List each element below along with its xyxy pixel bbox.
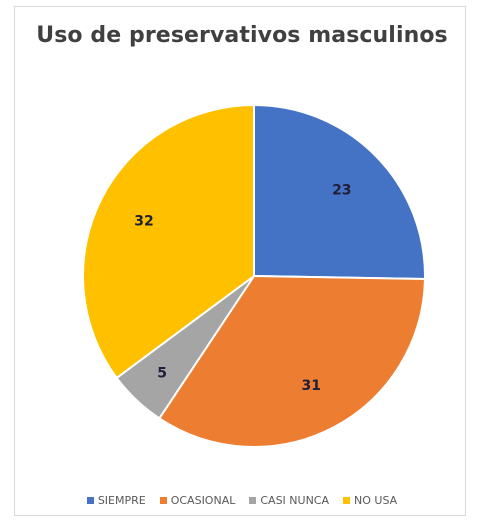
data-label-no-usa: 32: [134, 214, 153, 230]
legend-item-siempre: SIEMPRE: [86, 494, 146, 507]
legend: SIEMPRE OCASIONAL CASI NUNCA NO USA: [0, 494, 484, 507]
legend-swatch-siempre: [86, 497, 94, 504]
legend-swatch-no-usa: [343, 497, 351, 504]
legend-item-no-usa: NO USA: [343, 494, 397, 507]
data-label-ocasional: 31: [301, 378, 320, 394]
pie-slice-no-usa: [82, 103, 255, 380]
pie-slice-siempre: [253, 103, 426, 280]
legend-label: NO USA: [354, 494, 398, 507]
legend-label: CASI NUNCA: [260, 494, 330, 507]
data-label-siempre: 23: [332, 183, 351, 199]
legend-label: OCASIONAL: [170, 494, 236, 507]
legend-label: SIEMPRE: [97, 494, 146, 507]
legend-item-ocasional: OCASIONAL: [159, 494, 236, 507]
chart-title: Uso de preservativos masculinos: [36, 23, 448, 48]
legend-item-casi-nunca: CASI NUNCA: [249, 494, 329, 507]
data-label-casi-nunca: 5: [157, 366, 167, 382]
legend-swatch-casi-nunca: [249, 497, 257, 504]
legend-swatch-ocasional: [159, 497, 167, 504]
